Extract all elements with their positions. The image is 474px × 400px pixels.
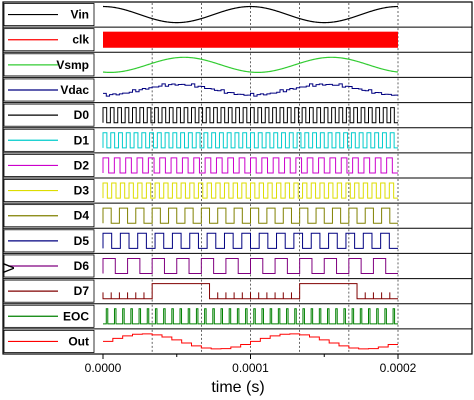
x-axis-label: time (s)	[211, 379, 264, 396]
series-line-d3	[102, 182, 398, 199]
legend-label-vin: Vin	[71, 8, 89, 22]
lane-d2: D2	[3, 152, 472, 177]
legend-label-d2: D2	[74, 158, 90, 172]
x-tick-label: 0.0002	[380, 361, 417, 375]
lane-eoc: EOC	[3, 303, 472, 328]
legend-label-d0: D0	[74, 108, 90, 122]
x-axis: 0.0000 0.0001 0.0002	[85, 354, 417, 375]
lane-d3: D3	[3, 177, 472, 203]
series-line-d0	[102, 107, 398, 124]
series-line-vsmp	[102, 56, 399, 73]
x-tick-label: 0.0001	[232, 361, 269, 375]
legend-label-d7: D7	[74, 284, 90, 298]
lane-d1: D1	[3, 127, 472, 152]
series-line-d5	[102, 232, 398, 249]
legend-label-vdac: Vdac	[60, 83, 89, 97]
series-line-d7	[102, 283, 398, 300]
legend-label-d3: D3	[74, 184, 90, 198]
series-band-clk	[103, 31, 398, 48]
lane-clk: clk	[3, 26, 472, 52]
plot-frame	[2, 1, 473, 355]
lane-out: Out	[3, 328, 472, 353]
legend-label-d4: D4	[74, 209, 90, 223]
legend-label-d6: D6	[74, 259, 90, 273]
series-line-vin	[103, 5, 398, 24]
y-axis-label: V	[1, 262, 18, 273]
series-line-d2	[102, 157, 398, 174]
legend-label-out: Out	[68, 334, 89, 348]
lane-vsmp: Vsmp	[3, 51, 472, 77]
series-line-d6	[102, 257, 398, 275]
signal-lanes: Vin clk Vsmp Vdac D0 D1 D2 D3 D4 D5 D6 D7 EOC Out	[3, 3, 472, 353]
series-line-d4	[102, 207, 398, 224]
lane-d5: D5	[3, 227, 472, 253]
lane-vdac: Vdac	[3, 76, 472, 102]
lane-d0: D0	[3, 102, 472, 127]
series-line-d1	[102, 132, 398, 149]
legend-label-d1: D1	[74, 133, 90, 147]
series-line-vdac	[103, 83, 398, 97]
lane-d6: D6	[3, 252, 472, 278]
x-tick-label: 0.0000	[85, 361, 122, 375]
legend-label-d5: D5	[74, 234, 90, 248]
legend-label-eoc: EOC	[63, 309, 89, 323]
lane-d4: D4	[3, 202, 472, 228]
lane-d7: D7	[3, 278, 472, 303]
series-line-eoc	[103, 308, 398, 325]
series-line-out	[103, 333, 398, 350]
legend-label-vsmp: Vsmp	[56, 58, 89, 72]
lane-vin: Vin	[3, 3, 399, 27]
legend-label-clk: clk	[72, 33, 89, 47]
